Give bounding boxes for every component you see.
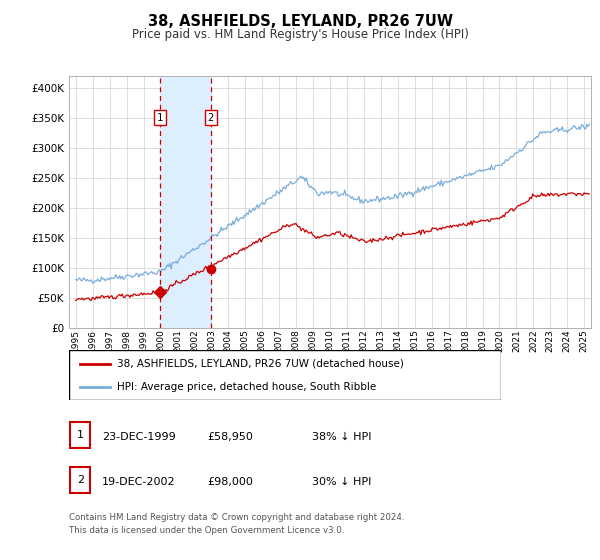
Text: 2: 2 <box>208 113 214 123</box>
Text: Price paid vs. HM Land Registry's House Price Index (HPI): Price paid vs. HM Land Registry's House … <box>131 28 469 41</box>
Text: 1: 1 <box>77 431 84 440</box>
Text: 38, ASHFIELDS, LEYLAND, PR26 7UW (detached house): 38, ASHFIELDS, LEYLAND, PR26 7UW (detach… <box>116 358 403 368</box>
Bar <box>70 422 90 449</box>
Bar <box>70 467 90 493</box>
Text: This data is licensed under the Open Government Licence v3.0.: This data is licensed under the Open Gov… <box>69 526 344 535</box>
Text: 30% ↓ HPI: 30% ↓ HPI <box>312 477 371 487</box>
Text: £58,950: £58,950 <box>207 432 253 442</box>
Text: 2: 2 <box>77 475 84 485</box>
Text: 38, ASHFIELDS, LEYLAND, PR26 7UW: 38, ASHFIELDS, LEYLAND, PR26 7UW <box>148 14 452 29</box>
Text: Contains HM Land Registry data © Crown copyright and database right 2024.: Contains HM Land Registry data © Crown c… <box>69 513 404 522</box>
Bar <box>160 76 211 328</box>
Text: £98,000: £98,000 <box>207 477 253 487</box>
Text: 1: 1 <box>157 113 163 123</box>
Text: 38% ↓ HPI: 38% ↓ HPI <box>312 432 371 442</box>
Text: HPI: Average price, detached house, South Ribble: HPI: Average price, detached house, Sout… <box>116 382 376 392</box>
Text: 23-DEC-1999: 23-DEC-1999 <box>102 432 176 442</box>
Text: 19-DEC-2002: 19-DEC-2002 <box>102 477 176 487</box>
